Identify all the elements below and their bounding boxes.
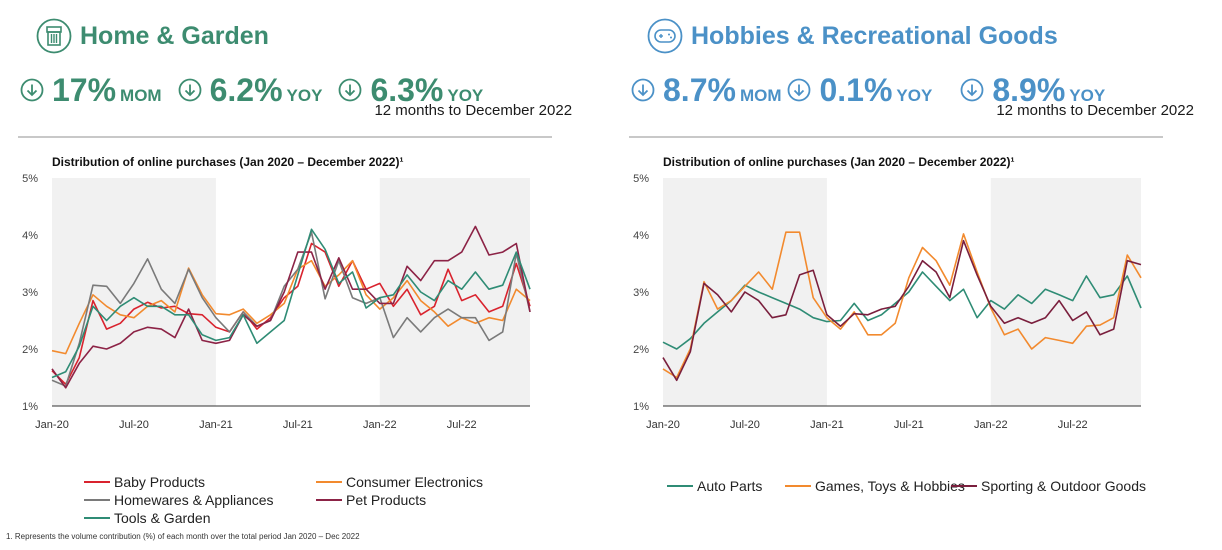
series-line xyxy=(662,239,1142,382)
legend-label: Pet Products xyxy=(346,492,427,508)
kpi-row: 17% MOM 6.2% YOY 6.3% YOY 12 months to D… xyxy=(20,72,588,119)
home-garden-panel: Home & Garden 17% MOM 6.2% YOY 6.3% YOY … xyxy=(18,18,588,526)
divider xyxy=(629,136,1163,138)
x-tick-label: Jan-22 xyxy=(363,419,397,431)
home-garden-title-row: Home & Garden xyxy=(36,18,269,54)
y-tick-label: 1% xyxy=(22,401,38,413)
kpi-unit: YOY xyxy=(896,86,933,105)
y-tick-label: 5% xyxy=(633,173,649,185)
y-tick-label: 5% xyxy=(22,173,38,185)
legend-item: Consumer Electronics xyxy=(316,474,483,490)
series-line xyxy=(51,259,531,355)
legend-label: Homewares & Appliances xyxy=(114,492,274,508)
series-line xyxy=(51,231,531,387)
legend-label: Consumer Electronics xyxy=(346,474,483,490)
shaded-period xyxy=(52,178,216,406)
y-tick-label: 3% xyxy=(22,287,38,299)
x-tick-label: Jan-22 xyxy=(974,419,1008,431)
kpi-row: 8.7% MOM 0.1% YOY 8.9% YOY 12 months to … xyxy=(631,72,1210,119)
down-arrow-icon xyxy=(20,78,44,102)
down-arrow-icon xyxy=(960,78,984,102)
series-line xyxy=(51,228,531,379)
kpi-mom: 8.7% MOM xyxy=(631,72,781,108)
kpi-unit: YOY xyxy=(1069,86,1106,105)
kpi-period: 12 months to December 2022 xyxy=(374,102,573,119)
legend-swatch xyxy=(84,499,110,501)
down-arrow-icon xyxy=(788,78,811,102)
page-title: Home & Garden xyxy=(80,21,269,50)
x-tick-label: Jul-20 xyxy=(119,419,149,431)
kpi-value: 6.2% xyxy=(209,72,283,108)
hobbies-panel: Hobbies & Recreational Goods 8.7% MOM 0.… xyxy=(611,0,1222,550)
kpi-value: 8.9% xyxy=(992,72,1066,108)
y-tick-label: 2% xyxy=(633,344,649,356)
down-arrow-icon xyxy=(339,78,362,102)
legend-item: Tools & Garden xyxy=(84,510,211,526)
kpi-value: 17% xyxy=(52,72,117,108)
y-tick-label: 4% xyxy=(633,230,649,242)
legend-item: Games, Toys & Hobbies xyxy=(785,478,965,494)
legend-swatch xyxy=(785,485,811,487)
kpi-value: 0.1% xyxy=(819,72,893,108)
down-arrow-icon xyxy=(178,78,201,102)
x-tick-label: Jul-22 xyxy=(1058,419,1088,431)
legend-swatch xyxy=(951,485,977,487)
series-line xyxy=(51,225,531,389)
series-line xyxy=(51,242,531,386)
chart-title: Distribution of online purchases (Jan 20… xyxy=(52,155,403,169)
page-title: Hobbies & Recreational Goods xyxy=(691,21,1058,50)
legend-label: Tools & Garden xyxy=(114,510,211,526)
down-arrow-icon xyxy=(631,78,655,102)
kpi-unit: YOY xyxy=(286,86,323,105)
x-tick-label: Jul-20 xyxy=(730,419,760,431)
kpi-period: 12 months to December 2022 xyxy=(996,102,1194,119)
gamepad-icon xyxy=(647,18,683,54)
kpi-yoy-12m: 6.3% YOY 12 months to December 2022 xyxy=(338,72,572,119)
y-tick-label: 3% xyxy=(633,287,649,299)
legend-swatch xyxy=(667,485,693,487)
legend-swatch xyxy=(316,499,342,501)
x-tick-label: Jan-20 xyxy=(646,419,680,431)
kpi-yoy-12m: 8.9% YOY 12 months to December 2022 xyxy=(960,72,1194,119)
legend-swatch xyxy=(84,517,110,519)
kpi-yoy: 6.2% YOY xyxy=(178,72,323,108)
kpi-unit: MOM xyxy=(739,86,782,105)
chart-title: Distribution of online purchases (Jan 20… xyxy=(663,155,1014,169)
x-tick-label: Jan-20 xyxy=(35,419,69,431)
house-icon xyxy=(36,18,72,54)
x-tick-label: Jan-21 xyxy=(199,419,233,431)
kpi-unit: MOM xyxy=(120,86,162,105)
y-tick-label: 4% xyxy=(22,230,38,242)
legend-label: Baby Products xyxy=(114,474,206,490)
kpi-yoy: 0.1% YOY xyxy=(787,72,932,108)
line-chart: Distribution of online purchases (Jan 20… xyxy=(22,155,531,431)
x-tick-label: Jul-21 xyxy=(894,419,924,431)
kpi-unit: YOY xyxy=(447,86,484,105)
legend-label: Sporting & Outdoor Goods xyxy=(981,478,1146,494)
legend-item: Sporting & Outdoor Goods xyxy=(951,478,1146,494)
legend-swatch xyxy=(316,481,342,483)
legend-item: Homewares & Appliances xyxy=(84,492,274,508)
kpi-mom: 17% MOM xyxy=(20,72,162,108)
legend-item: Baby Products xyxy=(84,474,205,490)
y-tick-label: 1% xyxy=(633,401,649,413)
kpi-value: 8.7% xyxy=(663,72,736,108)
legend-label: Auto Parts xyxy=(697,478,763,494)
kpi-value: 6.3% xyxy=(370,72,444,108)
footnote: 1. Represents the volume contribution (%… xyxy=(6,532,360,541)
legend-label: Games, Toys & Hobbies xyxy=(815,478,965,494)
series-line xyxy=(662,231,1142,379)
legend-swatch xyxy=(84,481,110,483)
divider xyxy=(18,136,552,138)
line-chart: Distribution of online purchases (Jan 20… xyxy=(633,155,1142,431)
y-tick-label: 2% xyxy=(22,344,38,356)
legend-item: Pet Products xyxy=(316,492,426,508)
x-tick-label: Jul-21 xyxy=(283,419,313,431)
x-tick-label: Jul-22 xyxy=(447,419,477,431)
x-tick-label: Jan-21 xyxy=(810,419,844,431)
legend-item: Auto Parts xyxy=(667,478,762,494)
hobbies-title-row: Hobbies & Recreational Goods xyxy=(647,18,1058,54)
